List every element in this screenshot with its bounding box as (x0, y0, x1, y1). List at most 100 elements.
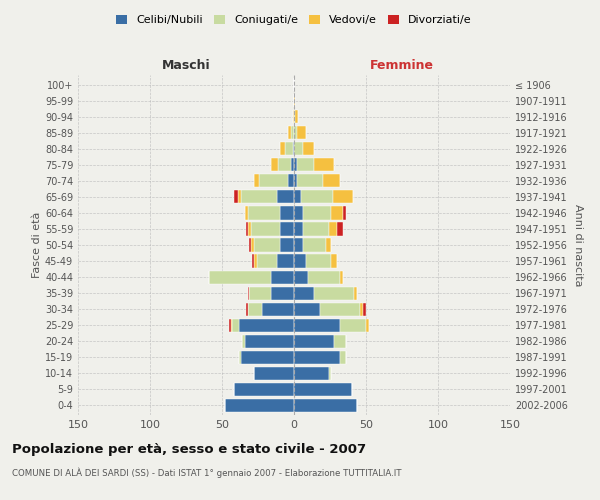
Bar (294, 366, 329, 380)
Bar (360, 302, 363, 316)
Bar (288, 126, 291, 140)
Bar (314, 286, 355, 300)
Bar (250, 286, 271, 300)
Bar (247, 222, 248, 235)
Bar (301, 190, 333, 203)
Bar (230, 318, 232, 332)
Bar (294, 206, 302, 220)
Bar (293, 110, 294, 124)
Bar (355, 286, 358, 300)
Bar (337, 222, 343, 235)
Bar (294, 270, 308, 283)
Bar (294, 302, 320, 316)
Bar (302, 222, 329, 235)
Bar (262, 302, 294, 316)
Bar (252, 254, 254, 268)
Bar (291, 158, 294, 172)
Bar (295, 110, 298, 124)
Bar (251, 222, 280, 235)
Bar (277, 190, 294, 203)
Bar (251, 238, 254, 252)
Bar (329, 366, 331, 380)
Bar (302, 142, 314, 156)
Bar (233, 190, 238, 203)
Bar (363, 302, 366, 316)
Bar (297, 126, 305, 140)
Bar (297, 174, 323, 188)
Bar (241, 350, 294, 364)
Bar (294, 286, 314, 300)
Bar (271, 286, 294, 300)
Bar (248, 286, 250, 300)
Bar (294, 174, 297, 188)
Bar (340, 270, 343, 283)
Bar (280, 222, 294, 235)
Bar (280, 142, 286, 156)
Bar (239, 350, 241, 364)
Text: Maschi: Maschi (161, 59, 211, 72)
Bar (302, 206, 331, 220)
Bar (297, 158, 314, 172)
Bar (323, 174, 340, 188)
Bar (294, 238, 302, 252)
Bar (293, 142, 294, 156)
Bar (280, 238, 294, 252)
Bar (294, 318, 340, 332)
Bar (248, 222, 251, 235)
Text: Femmine: Femmine (370, 59, 434, 72)
Bar (248, 206, 280, 220)
Bar (294, 334, 334, 348)
Bar (333, 190, 353, 203)
Y-axis label: Anni di nascita: Anni di nascita (573, 204, 583, 286)
Bar (209, 270, 271, 283)
Bar (294, 94, 295, 107)
Bar (305, 254, 331, 268)
Bar (280, 206, 294, 220)
Bar (254, 366, 294, 380)
Bar (288, 174, 294, 188)
Bar (294, 383, 352, 396)
Bar (308, 270, 340, 283)
Bar (294, 190, 301, 203)
Text: COMUNE DI ALÀ DEI SARDI (SS) - Dati ISTAT 1° gennaio 2007 - Elaborazione TUTTITA: COMUNE DI ALÀ DEI SARDI (SS) - Dati ISTA… (12, 468, 401, 478)
Bar (225, 399, 294, 412)
Bar (294, 399, 358, 412)
Bar (294, 110, 295, 124)
Bar (257, 254, 277, 268)
Bar (294, 350, 340, 364)
Bar (241, 190, 277, 203)
Bar (334, 334, 346, 348)
Bar (326, 238, 331, 252)
Bar (340, 318, 366, 332)
Bar (271, 158, 278, 172)
Bar (294, 158, 297, 172)
Bar (254, 174, 259, 188)
Bar (331, 206, 343, 220)
Bar (248, 302, 262, 316)
Bar (259, 174, 288, 188)
Bar (294, 142, 302, 156)
Bar (242, 334, 245, 348)
Bar (286, 142, 293, 156)
Bar (314, 158, 334, 172)
Bar (277, 254, 294, 268)
Bar (233, 383, 294, 396)
Bar (254, 254, 257, 268)
Bar (302, 238, 326, 252)
Y-axis label: Fasce di età: Fasce di età (32, 212, 42, 278)
Bar (331, 254, 337, 268)
Bar (239, 318, 294, 332)
Bar (247, 302, 248, 316)
Bar (366, 318, 369, 332)
Bar (340, 350, 346, 364)
Bar (294, 254, 305, 268)
Bar (291, 126, 294, 140)
Bar (254, 238, 280, 252)
Bar (229, 318, 230, 332)
Bar (238, 190, 241, 203)
Bar (232, 318, 239, 332)
Bar (294, 126, 297, 140)
Bar (343, 206, 346, 220)
Bar (250, 238, 251, 252)
Text: Popolazione per età, sesso e stato civile - 2007: Popolazione per età, sesso e stato civil… (12, 442, 366, 456)
